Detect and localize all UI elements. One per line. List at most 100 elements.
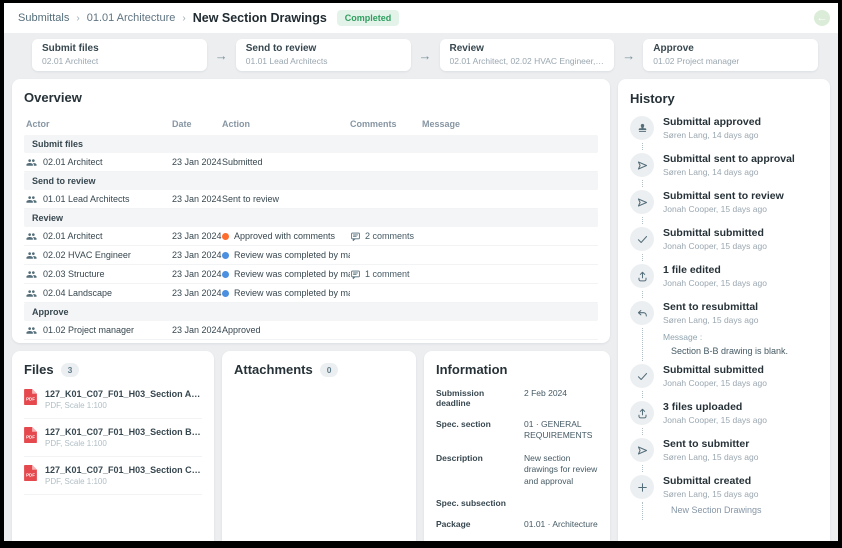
info-field: Description New section drawings for revi… bbox=[436, 453, 598, 487]
breadcrumb-submittals[interactable]: Submittals bbox=[18, 12, 70, 24]
table-row[interactable]: 02.01 Architect 23 Jan 2024 Submitted bbox=[24, 153, 598, 172]
upload-icon bbox=[636, 407, 649, 420]
table-row[interactable]: 01.02 Project manager 23 Jan 2024 Approved bbox=[24, 321, 598, 340]
status-dot-blue bbox=[222, 270, 229, 278]
dotted-connector bbox=[641, 328, 643, 361]
information-title: Information bbox=[436, 362, 508, 377]
column-header-message: Message bbox=[422, 119, 461, 129]
workflow-step-4[interactable]: Approve 01.02 Project manager bbox=[643, 39, 818, 71]
file-item[interactable]: PDF 127_K01_C07_F01_H03_Section C-C.PDF PD… bbox=[24, 457, 202, 495]
check-icon bbox=[636, 370, 649, 383]
file-item[interactable]: PDF 127_K01_C07_F01_H03_Section A-A.PDF PD… bbox=[24, 381, 202, 419]
files-list: PDF 127_K01_C07_F01_H03_Section A-A.PDF PD… bbox=[24, 381, 202, 495]
actor-name: 02.01 Architect bbox=[43, 231, 103, 241]
action-text: Sent to review bbox=[222, 194, 280, 204]
people-icon bbox=[26, 325, 37, 336]
table-row[interactable]: 02.03 Structure 23 Jan 2024 Review was com… bbox=[24, 265, 598, 284]
history-event-meta: Jonah Cooper, 15 days ago bbox=[663, 415, 767, 425]
action-text: Submitted bbox=[222, 157, 263, 167]
info-field-label: Description bbox=[436, 452, 483, 463]
history-event-title: 1 file edited bbox=[663, 264, 721, 276]
action-cell: Approved bbox=[222, 325, 350, 335]
step-assignee: 02.01 Architect bbox=[42, 56, 99, 66]
history-event-meta: Søren Lang, 14 days ago bbox=[663, 130, 759, 140]
breadcrumb: Submittals › 01.01 Architecture › New Se… bbox=[4, 3, 838, 33]
table-row[interactable]: 02.01 Architect 23 Jan 2024 Approved with … bbox=[24, 227, 598, 246]
svg-text:PDF: PDF bbox=[26, 435, 35, 440]
step-title: Approve bbox=[653, 43, 694, 54]
table-row[interactable]: 02.04 Landscape 23 Jan 2024 Review was com… bbox=[24, 284, 598, 303]
main-content: Overview Actor Date Action Comments Mess… bbox=[4, 77, 838, 541]
actor-cell: 01.02 Project manager bbox=[26, 325, 172, 336]
step-assignee: 02.01 Architect, 02.02 HVAC Engineer, 02… bbox=[449, 56, 605, 66]
workflow-step-1[interactable]: Submit files 02.01 Architect bbox=[32, 39, 207, 71]
file-name: 127_K01_C07_F01_H03_Section A-A.PDF bbox=[45, 389, 202, 399]
comment-icon bbox=[350, 269, 361, 280]
history-event-title: Submittal sent to approval bbox=[663, 153, 795, 165]
table-row[interactable]: 02.02 HVAC Engineer 23 Jan 2024 Review was… bbox=[24, 246, 598, 265]
pdf-icon: PDF bbox=[24, 465, 37, 486]
dotted-connector bbox=[641, 502, 643, 520]
history-event-body: 1 file edited Jonah Cooper, 15 days ago bbox=[663, 264, 767, 301]
history-event-meta: Jonah Cooper, 15 days ago bbox=[663, 378, 767, 388]
information-fields: Submission deadline 2 Feb 2024 Spec. secti… bbox=[436, 388, 598, 541]
history-rail bbox=[630, 116, 654, 153]
history-event-body: Submittal submitted Jonah Cooper, 15 days… bbox=[663, 227, 767, 264]
date-cell: 23 Jan 2024 bbox=[172, 288, 222, 298]
date-cell: 23 Jan 2024 bbox=[172, 157, 222, 167]
overview-group-label: Send to review bbox=[24, 172, 598, 190]
history-event-title: Submittal submitted bbox=[663, 364, 764, 376]
breadcrumb-package[interactable]: 01.01 Architecture bbox=[86, 12, 176, 24]
dotted-connector bbox=[641, 391, 643, 398]
history-event-title: Submittal submitted bbox=[663, 227, 764, 239]
undo-icon bbox=[636, 307, 649, 320]
dotted-connector bbox=[641, 180, 643, 187]
history-event: Sent to submitter Søren Lang, 15 days ago bbox=[630, 438, 818, 475]
submittal-detail-page: Submittals › 01.01 Architecture › New Se… bbox=[4, 3, 838, 541]
people-icon bbox=[26, 288, 37, 299]
table-row[interactable]: 01.01 Lead Architects 23 Jan 2024 Sent to … bbox=[24, 190, 598, 209]
send-icon bbox=[636, 159, 649, 172]
action-cell: Review was completed by manager bbox=[222, 269, 350, 279]
workflow-stepper: Submit files 02.01 Architect → Send to revi… bbox=[24, 33, 826, 77]
overview-title: Overview bbox=[24, 90, 82, 105]
actor-cell: 02.03 Structure bbox=[26, 269, 172, 280]
file-item[interactable]: PDF 127_K01_C07_F01_H03_Section B-B.PDF PD… bbox=[24, 419, 202, 457]
page-title: New Section Drawings bbox=[192, 11, 327, 25]
column-header-action: Action bbox=[222, 119, 250, 129]
history-list: Submittal approved Søren Lang, 14 days ag… bbox=[630, 116, 818, 541]
actor-cell: 02.01 Architect bbox=[26, 231, 172, 242]
actor-name: 02.04 Landscape bbox=[43, 288, 113, 298]
left-column: Overview Actor Date Action Comments Mess… bbox=[12, 79, 610, 541]
history-event-body: 3 files uploaded Jonah Cooper, 15 days ag… bbox=[663, 401, 767, 438]
workflow-step-2[interactable]: Send to review 01.01 Lead Architects bbox=[235, 39, 411, 71]
file-info: 127_K01_C07_F01_H03_Section C-C.PDF PDF, … bbox=[45, 465, 202, 486]
overview-group-label: Approve bbox=[24, 303, 598, 321]
info-field-value: 01 · GENERAL REQUIREMENTS bbox=[524, 419, 593, 441]
history-event-meta: Søren Lang, 14 days ago bbox=[663, 167, 759, 177]
history-event: Submittal sent to approval Søren Lang, 14… bbox=[630, 153, 818, 190]
overview-table-body: Submit files 02.01 Architect 23 Jan 2024 Su… bbox=[24, 135, 598, 340]
history-event-body: Submittal sent to review Jonah Cooper, 15… bbox=[663, 190, 784, 227]
history-rail bbox=[630, 401, 654, 438]
history-rail bbox=[630, 364, 654, 401]
send-icon bbox=[636, 196, 649, 209]
status-dot-orange bbox=[222, 232, 229, 240]
workflow-step-3[interactable]: Review 02.01 Architect, 02.02 HVAC Engine… bbox=[439, 39, 615, 71]
comments-cell[interactable]: 1 comment bbox=[350, 269, 422, 280]
history-event-body: Submittal submitted Jonah Cooper, 15 days… bbox=[663, 364, 767, 401]
status-dot-blue bbox=[222, 251, 229, 259]
history-event: 1 file edited Jonah Cooper, 15 days ago bbox=[630, 264, 818, 301]
action-cell: Review was completed by manager bbox=[222, 288, 350, 298]
comments-cell[interactable]: 2 comments bbox=[350, 231, 422, 242]
overview-group-label: Submit files bbox=[24, 135, 598, 153]
comments-count: 2 comments bbox=[365, 231, 415, 241]
file-meta: PDF, Scale 1:100 bbox=[45, 401, 107, 410]
action-text: Review was completed by manager bbox=[234, 250, 350, 260]
history-event-meta: Søren Lang, 15 days ago bbox=[663, 489, 759, 499]
arrow-right-icon: → bbox=[622, 47, 636, 63]
history-event-note: New Section Drawings bbox=[671, 505, 762, 515]
file-meta: PDF, Scale 1:100 bbox=[45, 477, 107, 486]
history-card: History Submittal approved Søren Lang, 14… bbox=[618, 79, 830, 541]
history-message-label: Message : bbox=[663, 332, 703, 342]
